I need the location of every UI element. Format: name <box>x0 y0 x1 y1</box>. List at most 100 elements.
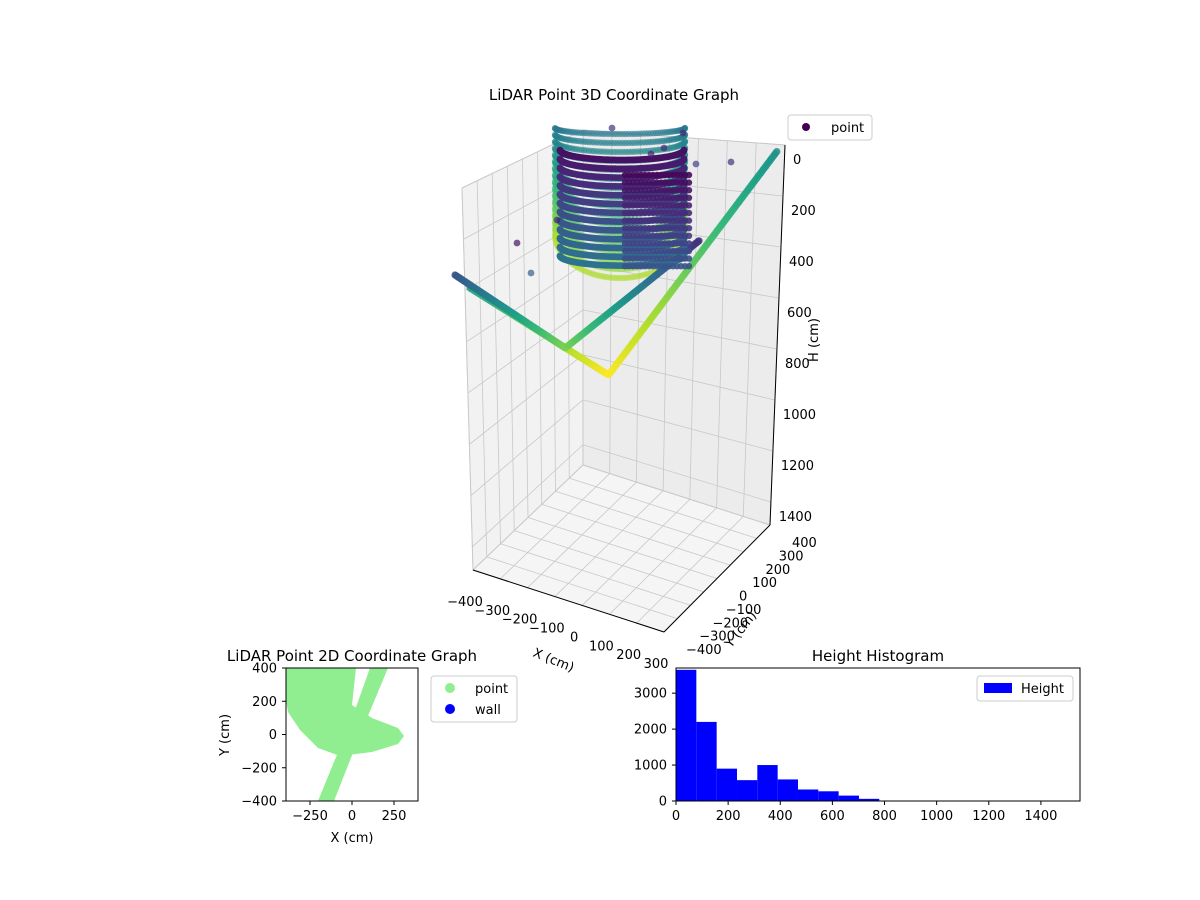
tick-2d-y: −400 <box>241 795 277 810</box>
tick-3d-y: −200 <box>713 616 749 631</box>
tick-2d-x: 250 <box>382 809 407 824</box>
point-3d <box>685 217 693 224</box>
grid-line-z <box>472 444 772 548</box>
plot-2d-point-cloud-lower-strip <box>318 740 358 801</box>
plot-3d-x-label: X (cm) <box>531 646 576 676</box>
tick-2d-y: 200 <box>252 695 277 710</box>
point-3d <box>551 225 559 232</box>
point-3d <box>551 131 559 139</box>
grid-line-floor-y <box>555 490 744 553</box>
point-3d <box>685 240 693 247</box>
tick-3d-y: 0 <box>739 590 747 605</box>
point-3d <box>551 138 559 145</box>
tick-3d-z: 600 <box>787 306 812 321</box>
plot-3d-legend: point <box>787 114 873 141</box>
point-3d <box>556 234 564 242</box>
point-3d <box>685 232 693 239</box>
point-3d <box>556 182 564 189</box>
tick-3d-y: 400 <box>792 536 817 551</box>
point-3d <box>553 216 561 224</box>
plot-2d-legend: point wall <box>430 675 518 723</box>
tick-hist-x: 1400 <box>1024 809 1057 824</box>
grid-line-left-y <box>476 180 488 557</box>
point-3d <box>556 208 564 216</box>
tick-3d-x: 300 <box>644 657 669 672</box>
tick-2d-y: 0 <box>269 728 277 743</box>
grid-line-floor-y <box>527 517 718 579</box>
plot-2d-y-label: Y (cm) <box>218 714 233 757</box>
point-3d <box>685 171 693 179</box>
point-3d <box>513 239 521 247</box>
tick-3d-z: 1200 <box>781 459 814 474</box>
tick-hist-x: 1000 <box>920 809 953 824</box>
tick-3d-x: −400 <box>447 595 483 610</box>
point-3d <box>551 151 559 159</box>
tick-3d-y: 300 <box>779 549 804 564</box>
plot-2d-legend-marker-wall <box>445 704 455 714</box>
plot-3d-legend-marker <box>802 123 810 131</box>
grid-line-floor-y <box>514 530 704 593</box>
point-3d <box>685 202 693 209</box>
plot-2d-legend-label-wall: wall <box>475 703 501 718</box>
histogram-bars <box>676 669 880 801</box>
tick-3d-x: −100 <box>529 622 565 637</box>
grid-line-floor-y <box>500 543 691 606</box>
tick-2d-y: −200 <box>241 761 277 776</box>
plot-2d-x-label: X (cm) <box>331 831 374 846</box>
plot-3d-z-ticks: 0 200 400 600 800 1000 1200 1400 <box>779 153 816 525</box>
plot-2d-legend-label-point: point <box>475 682 508 697</box>
grid-line-left-y <box>491 173 501 544</box>
point-3d <box>773 148 781 156</box>
point-3d <box>556 252 564 260</box>
histogram-bar <box>777 779 798 801</box>
axis-line-3d <box>663 524 771 633</box>
plot-2d-points <box>286 668 404 801</box>
axis-line-3d <box>472 569 665 633</box>
point-3d <box>556 146 564 154</box>
point-3d <box>685 194 693 201</box>
point-3d <box>685 187 693 194</box>
tick-3d-z: 800 <box>785 357 810 372</box>
histogram-frame <box>675 667 1081 802</box>
point-3d <box>556 155 564 163</box>
tick-3d-y: 200 <box>766 563 791 578</box>
point-3d <box>556 243 564 251</box>
tick-2d-x: −250 <box>292 809 328 824</box>
point-3d <box>692 160 700 168</box>
plot-histogram: Height Histogram 0 200 400 600 800 1000 1200 14… <box>634 647 1081 824</box>
tick-3d-x: −300 <box>474 604 510 619</box>
histogram-bar <box>676 669 697 801</box>
grid-line-floor-y <box>582 464 771 526</box>
histogram-bar <box>736 780 758 801</box>
tick-3d-x: 100 <box>589 639 614 654</box>
grid-line-left-y <box>461 187 474 571</box>
tick-3d-y: −100 <box>726 603 762 618</box>
histogram-bar <box>716 768 737 801</box>
grid-line-back-x <box>716 140 728 508</box>
tick-3d-y: 100 <box>752 576 777 591</box>
point-3d <box>685 225 693 232</box>
tick-3d-z: 0 <box>793 153 801 168</box>
plot-2d-point-cloud-upper-strip <box>346 668 388 735</box>
tick-3d-y: −300 <box>699 630 735 645</box>
tick-hist-x: 0 <box>672 809 680 824</box>
point-3d <box>551 232 559 239</box>
point-3d <box>551 125 559 132</box>
tick-3d-x: −200 <box>502 613 538 628</box>
plot-2d-legend-marker-point <box>445 683 455 693</box>
tick-3d-x: 200 <box>616 648 641 663</box>
grid-line-z <box>467 309 778 394</box>
point-3d <box>695 237 703 245</box>
point-3d <box>551 205 559 212</box>
histogram-bar <box>696 721 717 801</box>
histogram-legend: Height <box>976 675 1074 702</box>
point-3d <box>551 158 559 165</box>
plot-3d-z-label: H (cm) <box>807 318 822 362</box>
point-3d <box>527 269 535 277</box>
point-3d <box>551 165 559 172</box>
tick-hist-y: 0 <box>659 795 667 810</box>
point-3d <box>685 247 693 255</box>
histogram-legend-label: Height <box>1021 682 1064 697</box>
grid-line-left-y <box>506 166 515 531</box>
